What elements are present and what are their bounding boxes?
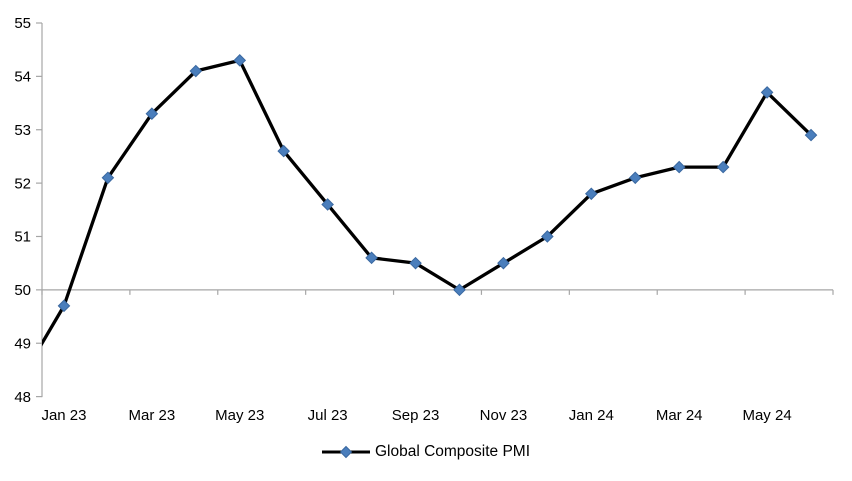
x-axis-tick-label: Jul 23 [308,407,348,424]
pmi-series [42,54,818,347]
data-point-marker [189,64,203,78]
legend-marker-icon [339,445,353,459]
y-axis-tick-label: 54 [14,69,31,86]
data-point-marker [233,54,247,67]
data-point-marker [101,171,115,185]
y-axis-tick-label: 52 [14,175,31,192]
legend-line-marker-icon [321,445,370,459]
x-axis-tick-label: May 24 [742,407,791,424]
x-axis-tick-label: Mar 23 [129,407,176,424]
pmi-line [42,58,813,347]
x-axis-tick-label: Nov 23 [480,407,528,424]
data-point-marker [365,251,378,265]
legend-label: Global Composite PMI [374,443,531,460]
x-axis-tick-label: Mar 24 [656,407,703,424]
y-axis-tick-label: 53 [14,122,31,139]
y-axis-tick-label: 51 [14,229,31,246]
x-axis-tick-label: May 23 [215,407,264,424]
data-point-marker [453,283,466,297]
data-point-marker [321,198,334,211]
x-axis-tick-label: Sep 23 [392,407,440,424]
y-axis-tick-label: 48 [14,389,31,406]
data-point-marker [584,187,598,201]
data-point-marker [672,160,686,174]
data-point-marker [409,256,422,270]
chart-legend: Global Composite PMI [0,443,852,461]
data-point-marker [145,107,159,121]
data-point-marker [57,299,71,313]
data-point-marker [497,256,510,270]
x-axis-tick-label: Jan 24 [569,407,614,424]
data-point-marker [541,230,554,243]
y-axis-tick-label: 49 [14,335,31,352]
data-point-marker [628,171,642,185]
y-axis-tick-label: 55 [14,15,31,32]
x-axis-tick-label: Jan 23 [41,407,86,424]
data-point-marker [716,160,730,174]
data-point-marker [804,128,818,142]
data-point-marker [760,86,774,99]
data-point-marker [277,144,291,158]
y-axis-tick-label: 50 [14,282,31,299]
